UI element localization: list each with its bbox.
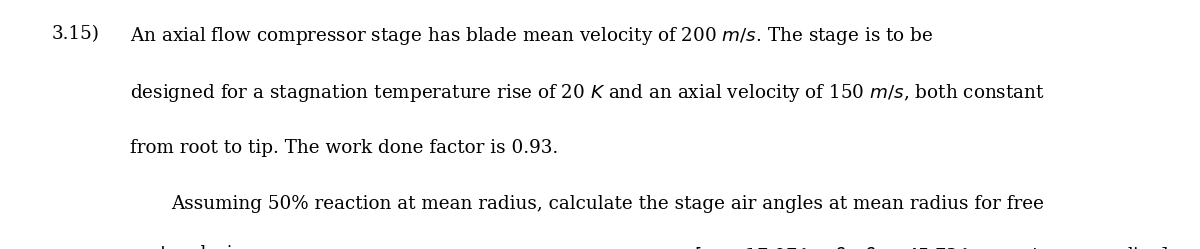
Text: $[\alpha_1 = 17.07^\circ = \beta_2, \beta_1 = 45.73^\circ = \alpha_2$ at mean ra: $[\alpha_1 = 17.07^\circ = \beta_2, \bet…: [694, 245, 1174, 249]
Text: designed for a stagnation temperature rise of 20 $K$ and an axial velocity of 15: designed for a stagnation temperature ri…: [130, 82, 1044, 104]
Text: from root to tip. The work done factor is 0.93.: from root to tip. The work done factor i…: [130, 139, 558, 157]
Text: vortex design.: vortex design.: [130, 245, 262, 249]
Text: An axial flow compressor stage has blade mean velocity of 200 $m/s$. The stage i: An axial flow compressor stage has blade…: [130, 25, 932, 47]
Text: 3.15): 3.15): [52, 25, 100, 43]
Text: Assuming 50% reaction at mean radius, calculate the stage air angles at mean rad: Assuming 50% reaction at mean radius, ca…: [172, 195, 1044, 213]
